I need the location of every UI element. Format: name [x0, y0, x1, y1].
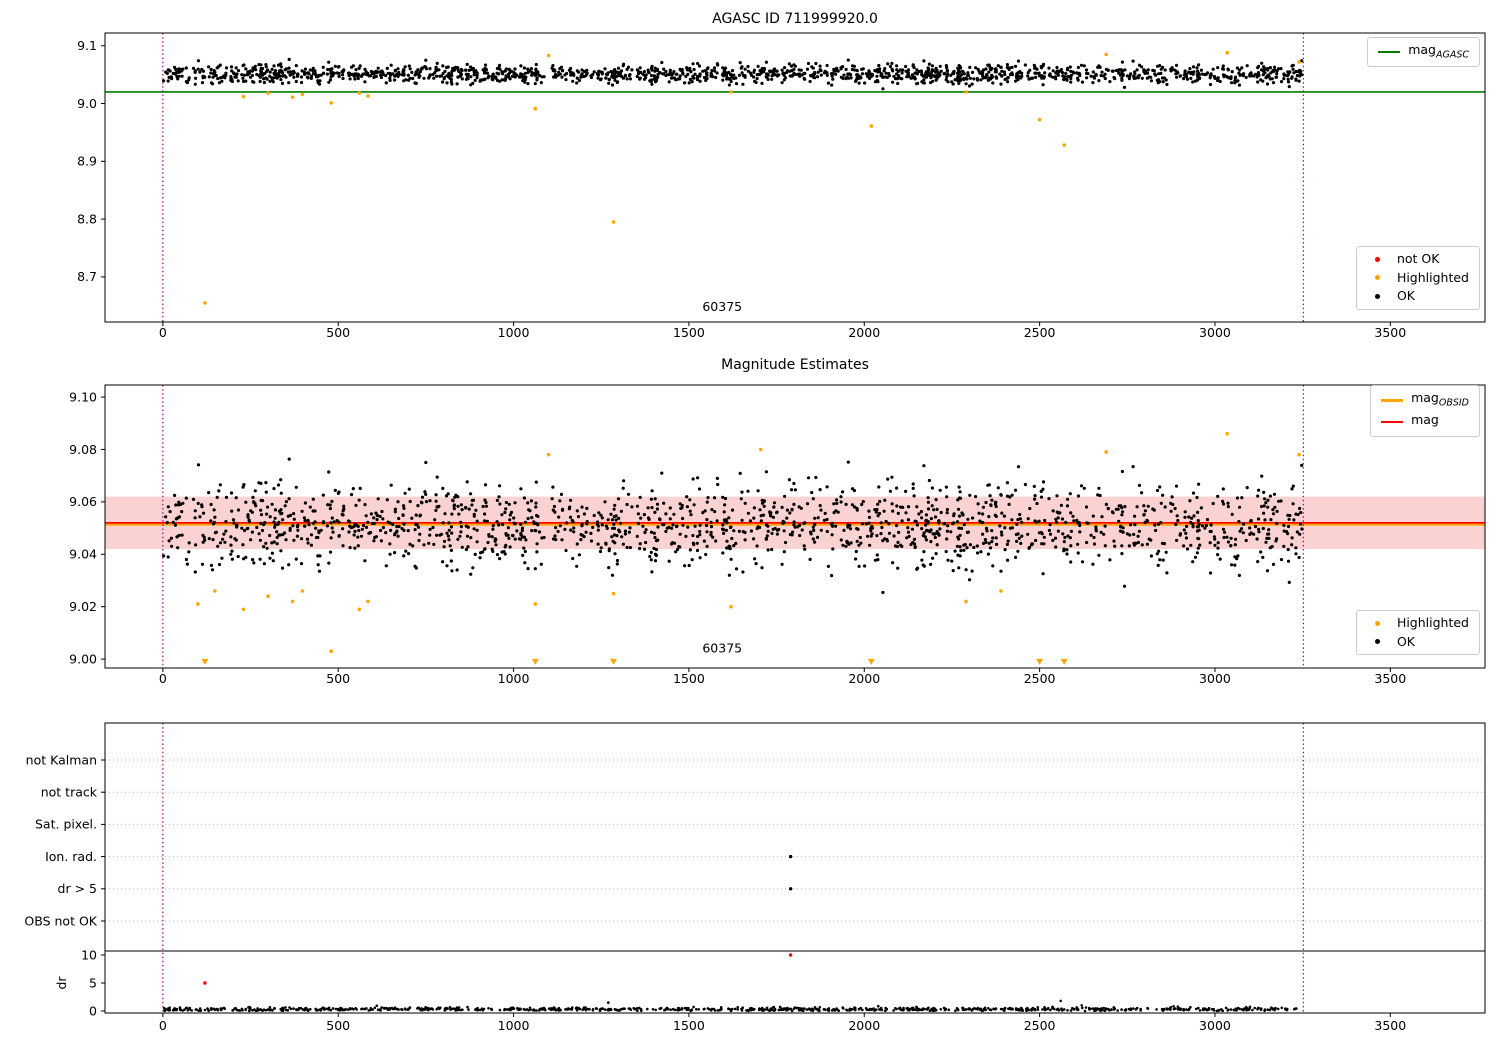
- plot-frame: [104, 384, 1486, 669]
- highlighted-marker-swatch: [1375, 275, 1381, 281]
- mag-line-swatch: [1381, 421, 1404, 423]
- svg-text:9.0: 9.0: [77, 96, 97, 111]
- not-ok-marker-swatch: [1375, 256, 1381, 262]
- svg-text:Sat. pixel.: Sat. pixel.: [35, 817, 97, 832]
- highlighted-triangle-markers: [201, 658, 1068, 665]
- plot1-marker-legend: not OK Highlighted OK: [1355, 246, 1480, 310]
- svg-text:2500: 2500: [1024, 325, 1056, 340]
- legend-label-text: mag: [1411, 390, 1439, 405]
- dr-axis-label: dr: [54, 976, 69, 990]
- plot2-line-legend: magOBSID mag: [1370, 385, 1480, 437]
- legend-label: OK: [1396, 288, 1415, 303]
- svg-text:3500: 3500: [1374, 671, 1406, 686]
- svg-text:0: 0: [159, 671, 167, 686]
- svg-text:500: 500: [326, 671, 350, 686]
- legend-label-text: mag: [1408, 42, 1436, 57]
- plot2-marker-legend: Highlighted OK: [1355, 610, 1480, 655]
- legend-label-text: mag: [1411, 412, 1439, 427]
- svg-text:8.7: 8.7: [77, 269, 97, 284]
- svg-text:1500: 1500: [673, 671, 705, 686]
- dr-not-ok-points: [203, 953, 793, 985]
- svg-text:not Kalman: not Kalman: [26, 752, 97, 767]
- mag-obsid-line-swatch: [1381, 398, 1404, 402]
- svg-text:10: 10: [81, 947, 97, 962]
- svg-text:1500: 1500: [673, 325, 705, 340]
- svg-text:OBS not OK: OBS not OK: [24, 913, 97, 928]
- svg-text:2000: 2000: [848, 1018, 880, 1033]
- legend-item-mag-obsid: magOBSID: [1381, 390, 1469, 409]
- svg-text:not track: not track: [41, 785, 98, 800]
- legend-label: magOBSID: [1411, 390, 1469, 409]
- agasc-mag-plot: 60375 9.1 9.0 8.9 8.8 8.7 0 500 1000 1500 2000 2500…: [77, 32, 1486, 340]
- legend-label: OK: [1396, 633, 1415, 649]
- ok-scatter: [162, 457, 1304, 595]
- svg-text:3000: 3000: [1199, 1018, 1231, 1033]
- plot1-line-legend: magAGASC: [1367, 37, 1480, 67]
- svg-text:0: 0: [89, 1003, 97, 1018]
- obsid-annotation: 60375: [702, 299, 742, 314]
- svg-text:dr > 5: dr > 5: [58, 881, 97, 896]
- ok-scatter: [162, 57, 1304, 91]
- plot1-title: AGASC ID 711999920.0: [712, 11, 878, 27]
- svg-text:3000: 3000: [1199, 325, 1231, 340]
- highlighted-scatter: [203, 50, 1301, 305]
- svg-text:3000: 3000: [1199, 671, 1231, 686]
- legend-item-highlighted: Highlighted: [1367, 269, 1469, 285]
- plot2-title: Magnitude Estimates: [721, 357, 869, 373]
- svg-text:9.08: 9.08: [69, 442, 97, 457]
- legend-item-mag: mag: [1381, 412, 1469, 430]
- svg-text:1000: 1000: [498, 671, 530, 686]
- svg-text:1000: 1000: [498, 1018, 530, 1033]
- legend-item-not-ok: not OK: [1367, 251, 1469, 266]
- svg-text:1000: 1000: [498, 325, 530, 340]
- legend-item-highlighted: Highlighted: [1367, 615, 1469, 630]
- highlighted-scatter: [196, 431, 1301, 653]
- legend-label: not OK: [1396, 251, 1440, 266]
- svg-text:500: 500: [326, 1018, 350, 1033]
- legend-label: mag: [1411, 412, 1439, 430]
- svg-text:9.00: 9.00: [69, 651, 97, 666]
- legend-label-sub: AGASC: [1435, 49, 1469, 61]
- svg-text:2000: 2000: [848, 671, 880, 686]
- legend-label: Highlighted: [1396, 615, 1469, 630]
- svg-text:5: 5: [89, 975, 97, 990]
- obsid-annotation: 60375: [702, 641, 742, 656]
- svg-text:9.10: 9.10: [69, 389, 97, 404]
- magnitude-estimates-plot: 60375 9.10 9.08 9.06 9.04 9.02 9.00 0 500 1000 150…: [69, 384, 1486, 686]
- highlighted-marker-swatch: [1375, 620, 1381, 626]
- svg-text:2000: 2000: [848, 325, 880, 340]
- svg-text:2500: 2500: [1024, 1018, 1056, 1033]
- plot-frame: [104, 32, 1486, 323]
- svg-text:9.02: 9.02: [69, 599, 97, 614]
- legend-item-mag-agasc: magAGASC: [1378, 42, 1469, 61]
- mag-agasc-line-swatch: [1378, 51, 1401, 53]
- ok-marker-swatch: [1375, 639, 1381, 645]
- svg-text:3500: 3500: [1374, 1018, 1406, 1033]
- legend-label: Highlighted: [1396, 269, 1469, 285]
- svg-text:1500: 1500: [673, 1018, 705, 1033]
- ok-marker-swatch: [1375, 293, 1381, 299]
- svg-text:2500: 2500: [1024, 671, 1056, 686]
- legend-item-ok: OK: [1367, 633, 1469, 649]
- dr-scatter: [162, 999, 1298, 1013]
- svg-text:500: 500: [326, 325, 350, 340]
- legend-label-sub: OBSID: [1438, 397, 1469, 409]
- svg-text:Ion. rad.: Ion. rad.: [45, 849, 97, 864]
- flags-dr-plot: not Kalman not track Sat. pixel. Ion. rad. d…: [24, 722, 1486, 1033]
- plot-frame: [104, 722, 1486, 1014]
- svg-text:9.04: 9.04: [69, 547, 97, 562]
- svg-text:3500: 3500: [1374, 325, 1406, 340]
- svg-text:0: 0: [159, 1018, 167, 1033]
- svg-text:8.8: 8.8: [77, 211, 97, 226]
- svg-text:9.1: 9.1: [77, 38, 97, 53]
- svg-text:8.9: 8.9: [77, 154, 97, 169]
- flag-points: [788, 854, 793, 891]
- legend-item-ok: OK: [1367, 288, 1469, 303]
- svg-text:0: 0: [159, 325, 167, 340]
- legend-label: magAGASC: [1408, 42, 1469, 61]
- flag-gridlines: [105, 759, 1485, 922]
- svg-text:9.06: 9.06: [69, 494, 97, 509]
